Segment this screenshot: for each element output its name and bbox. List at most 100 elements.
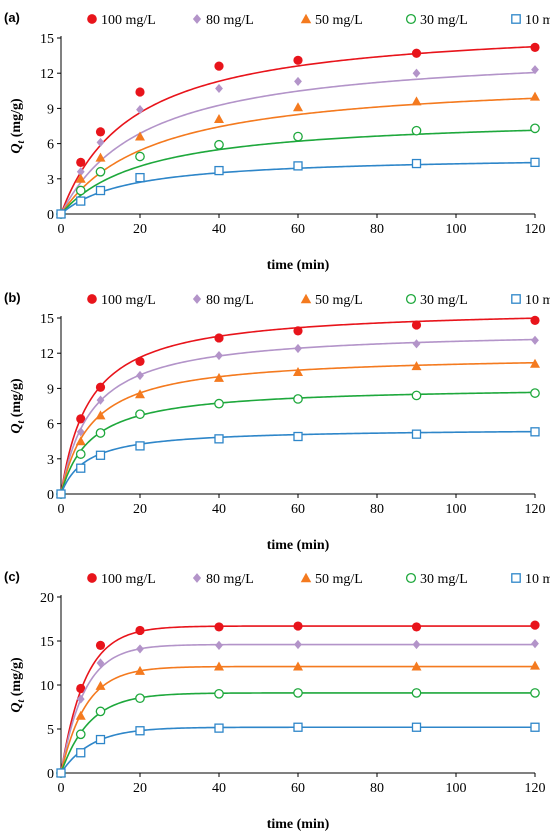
y-tick-label: 15 bbox=[40, 635, 54, 650]
data-point bbox=[530, 722, 540, 732]
legend-marker bbox=[511, 294, 521, 304]
y-tick-label: 15 bbox=[40, 32, 54, 47]
legend-label: 100 mg/L bbox=[101, 572, 156, 587]
data-point bbox=[95, 152, 106, 162]
legend-label: 50 mg/L bbox=[315, 572, 363, 587]
data-point bbox=[135, 172, 145, 183]
data-point bbox=[293, 366, 303, 376]
data-point bbox=[293, 661, 303, 671]
y-tick-label: 9 bbox=[47, 382, 54, 397]
legend-label: 10 mg/L bbox=[525, 13, 550, 28]
fit-curve bbox=[60, 361, 536, 495]
fit-curve bbox=[60, 665, 535, 774]
legend-label: 10 mg/L bbox=[525, 293, 550, 308]
y-tick-label: 12 bbox=[40, 67, 54, 82]
data-point bbox=[411, 361, 422, 371]
data-point bbox=[411, 48, 422, 58]
data-point bbox=[96, 395, 105, 405]
y-tick-label: 6 bbox=[47, 418, 54, 433]
legend-label: 80 mg/L bbox=[206, 572, 254, 587]
data-point bbox=[76, 414, 86, 424]
legend-marker bbox=[87, 573, 97, 583]
y-tick-label: 15 bbox=[40, 312, 54, 327]
legend-marker bbox=[405, 13, 417, 25]
data-point bbox=[294, 639, 302, 650]
x-tick-label: 60 bbox=[291, 781, 305, 796]
panel-label: (c) bbox=[4, 569, 20, 584]
data-point bbox=[136, 644, 144, 654]
data-point bbox=[530, 388, 540, 398]
data-point bbox=[294, 343, 302, 354]
data-point bbox=[293, 161, 303, 171]
data-point bbox=[56, 768, 66, 778]
x-tick-label: 80 bbox=[370, 781, 384, 796]
legend-marker bbox=[192, 294, 202, 304]
data-point bbox=[214, 113, 224, 123]
data-point bbox=[214, 723, 224, 733]
data-point bbox=[135, 726, 145, 736]
data-point bbox=[136, 104, 144, 115]
y-tick-label: 6 bbox=[47, 138, 54, 153]
chart-panel: (a) 0 3 6 9 12 15 0 20 40 60 80 100 120 time (min) Qt (… bbox=[4, 10, 550, 273]
data-point bbox=[214, 61, 224, 71]
data-point bbox=[75, 449, 86, 459]
data-point bbox=[530, 91, 540, 101]
legend-marker bbox=[87, 14, 97, 24]
x-tick-label: 100 bbox=[446, 222, 467, 237]
data-point bbox=[530, 427, 540, 437]
data-point bbox=[293, 55, 303, 65]
legend-label: 80 mg/L bbox=[206, 293, 254, 308]
x-tick-label: 20 bbox=[133, 222, 147, 237]
data-point bbox=[95, 428, 106, 438]
data-point bbox=[214, 398, 224, 409]
x-tick-label: 20 bbox=[133, 781, 147, 796]
data-point bbox=[530, 157, 540, 168]
data-point bbox=[530, 688, 540, 698]
data-point bbox=[135, 625, 145, 636]
data-point bbox=[135, 87, 145, 97]
data-point bbox=[75, 729, 86, 740]
x-tick-label: 20 bbox=[133, 502, 147, 517]
x-tick-label: 40 bbox=[212, 502, 226, 517]
data-point bbox=[56, 209, 66, 219]
legend-marker bbox=[300, 13, 312, 24]
data-point bbox=[293, 394, 303, 404]
data-point bbox=[530, 358, 540, 368]
legend-marker bbox=[87, 294, 97, 304]
data-point bbox=[136, 370, 144, 381]
y-tick-label: 0 bbox=[47, 208, 54, 223]
data-point bbox=[75, 185, 86, 196]
data-point bbox=[214, 372, 224, 382]
data-point bbox=[95, 640, 106, 651]
legend-marker bbox=[511, 573, 521, 583]
data-point bbox=[96, 137, 105, 148]
x-tick-label: 0 bbox=[58, 502, 65, 517]
data-point bbox=[411, 722, 422, 732]
data-point bbox=[411, 429, 422, 439]
legend-label: 100 mg/L bbox=[101, 293, 156, 308]
y-axis-title: Qt (mg/g) bbox=[9, 378, 27, 434]
y-tick-label: 12 bbox=[40, 347, 54, 362]
legend-label: 50 mg/L bbox=[315, 13, 363, 28]
data-point bbox=[76, 694, 85, 704]
data-point bbox=[135, 693, 145, 704]
legend-label: 50 mg/L bbox=[315, 293, 363, 308]
data-point bbox=[214, 333, 224, 343]
x-tick-label: 40 bbox=[212, 222, 226, 237]
data-point bbox=[412, 339, 421, 349]
x-tick-label: 120 bbox=[525, 502, 546, 517]
data-point bbox=[214, 688, 224, 699]
data-point bbox=[294, 76, 302, 87]
data-point bbox=[530, 660, 540, 670]
x-tick-label: 100 bbox=[446, 781, 467, 796]
data-point bbox=[215, 640, 223, 650]
data-point bbox=[96, 658, 105, 668]
x-tick-label: 0 bbox=[58, 222, 65, 237]
data-point bbox=[135, 356, 145, 367]
y-tick-label: 3 bbox=[47, 173, 54, 188]
data-point bbox=[135, 441, 145, 451]
y-tick-label: 3 bbox=[47, 453, 54, 468]
data-point bbox=[530, 620, 540, 630]
data-point bbox=[95, 127, 106, 137]
data-point bbox=[411, 125, 422, 136]
